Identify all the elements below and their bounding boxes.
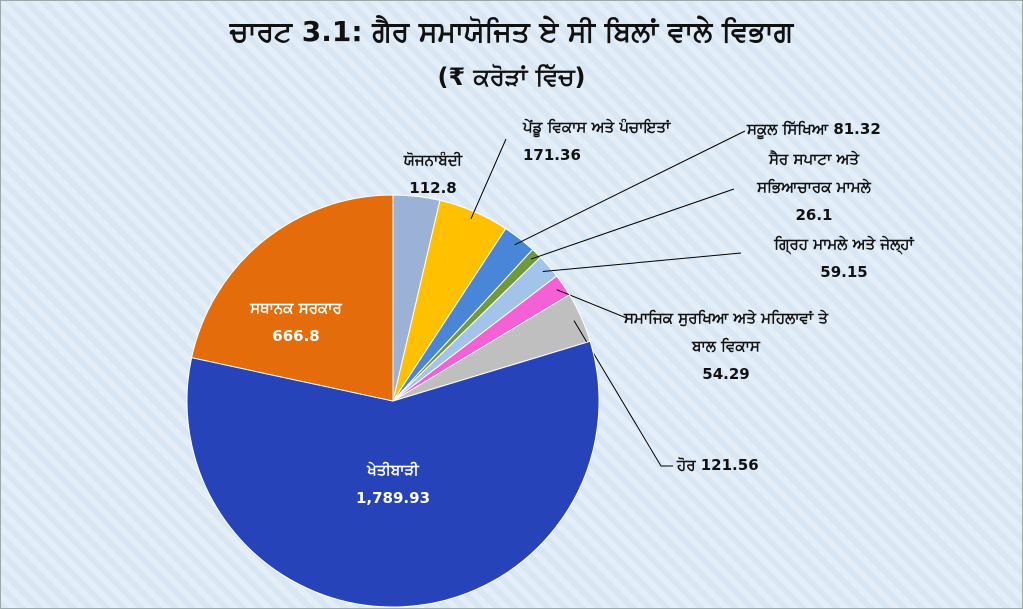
value-label: 121.56 — [700, 456, 759, 474]
category-label: ਗ੍ਰਿਹ ਮਾਮਲੇ ਅਤੇ ਜੇਲ੍ਹਾਂ — [774, 235, 914, 253]
category-label: ਸਥਾਨਕ ਸਰਕਾਰ — [250, 299, 342, 317]
value-label: 1,789.93 — [355, 489, 431, 507]
leader-line — [573, 320, 673, 467]
value-label: 171.36 — [523, 146, 581, 164]
category-label: ਖੇਤੀਬਾੜੀ — [367, 461, 419, 479]
category-label: ਸਕੂਲ ਸਿੱਖਿਆ — [747, 120, 829, 138]
leader-line — [470, 138, 507, 220]
data-label: ਹੋਰ 121.56 — [677, 451, 827, 479]
pie-slice — [186, 340, 600, 608]
value-label: 26.1 — [795, 206, 833, 224]
chart-title: ਚਾਰਟ 3.1: ਗੈਰ ਸਮਾਯੋਜਿਤ ਏ ਸੀ ਬਿਲਾਂ ਵਾਲੇ ਵ… — [229, 15, 794, 48]
value-label: 81.32 — [833, 120, 881, 138]
leader-line — [556, 289, 630, 320]
value-label: 666.8 — [272, 327, 320, 345]
data-label: ਸਥਾਨਕ ਸਰਕਾਰ 666.8 — [216, 294, 376, 350]
value-label: 59.15 — [820, 263, 868, 281]
category-label: ਸੈਰ ਸਪਾਟਾ ਅਤੇ ਸਭਿਆਚਾਰਕ ਮਾਮਲੇ — [757, 150, 871, 196]
category-label: ਪੇਂਡੂ ਵਿਕਾਸ ਅਤੇ ਪੰਚਾਇਤਾਂ — [523, 118, 671, 136]
leader-line — [514, 130, 746, 246]
data-label: ਸਮਾਜਿਕ ਸੁਰਖਿਆ ਅਤੇ ਮਹਿਲਾਵਾਂ ਤੇ ਬਾਲ ਵਿਕਾਸ … — [611, 304, 841, 388]
category-label: ਹੋਰ — [677, 456, 696, 474]
value-label: 112.8 — [409, 179, 457, 197]
chart-subtitle: (₹ ਕਰੋੜਾਂ ਵਿੱਚ) — [437, 63, 586, 91]
data-label: ਪੇਂਡੂ ਵਿਕਾਸ ਅਤੇ ਪੰਚਾਇਤਾਂ 171.36 — [523, 113, 698, 169]
value-label: 54.29 — [702, 365, 750, 383]
data-label: ਸੈਰ ਸਪਾਟਾ ਅਤੇ ਸਭਿਆਚਾਰਕ ਮਾਮਲੇ 26.1 — [734, 145, 894, 229]
leader-line — [530, 188, 735, 260]
leader-line — [542, 252, 742, 273]
data-label: ਗ੍ਰਿਹ ਮਾਮਲੇ ਅਤੇ ਜੇਲ੍ਹਾਂ 59.15 — [729, 230, 959, 286]
data-label: ਸਕੂਲ ਸਿੱਖਿਆ 81.32 — [747, 115, 947, 143]
category-label: ਸਮਾਜਿਕ ਸੁਰਖਿਆ ਅਤੇ ਮਹਿਲਾਵਾਂ ਤੇ ਬਾਲ ਵਿਕਾਸ — [624, 309, 828, 355]
data-label: ਖੇਤੀਬਾੜੀ 1,789.93 — [313, 456, 473, 512]
pie-slice — [191, 194, 394, 402]
category-label: ਯੋਜਨਾਬੰਦੀ — [403, 151, 463, 169]
data-label: ਯੋਜਨਾਬੰਦੀ 112.8 — [363, 146, 503, 202]
